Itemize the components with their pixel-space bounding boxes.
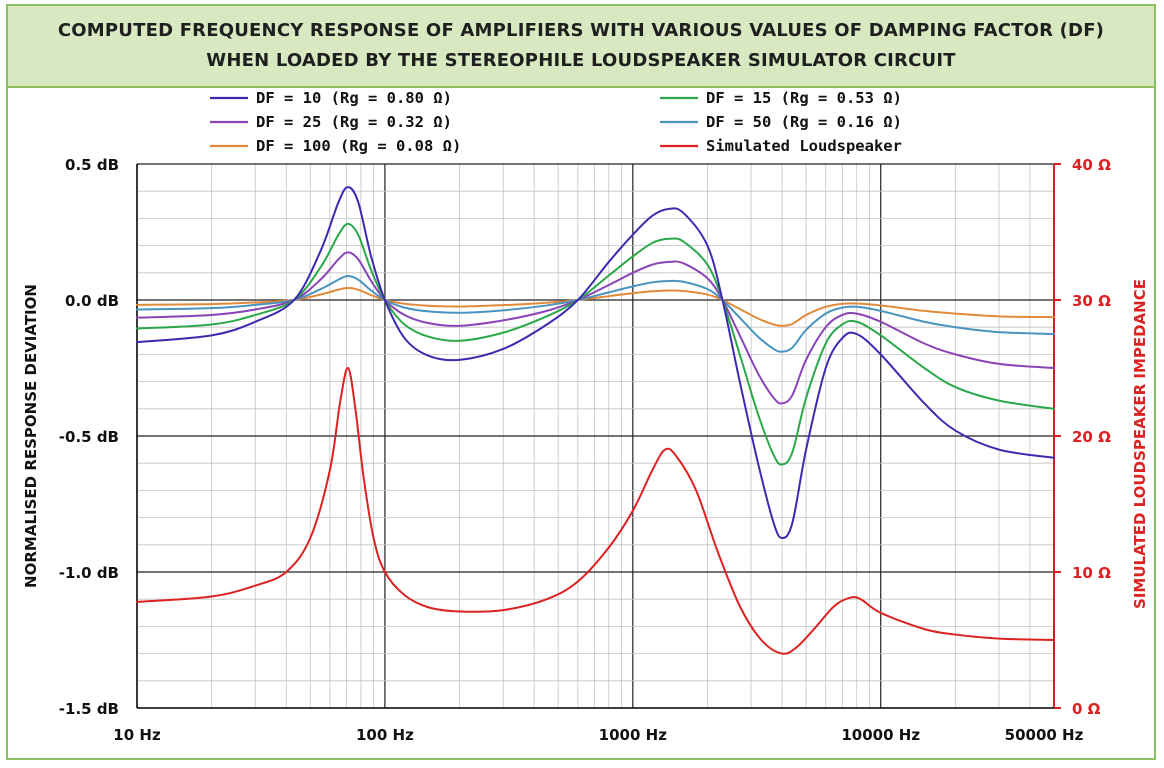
y2-tick-label: 30 Ω <box>1072 292 1111 310</box>
legend-label: DF = 50 (Rg = 0.16 Ω) <box>706 113 902 131</box>
y-axis-title: NORMALISED RESPONSE DEVIATION <box>22 284 40 588</box>
y-tick-label: 0.0 dB <box>65 292 119 310</box>
x-tick-label: 100 Hz <box>356 726 414 744</box>
chart-title-line-2: WHEN LOADED BY THE STEREOPHILE LOUDSPEAK… <box>206 50 956 71</box>
y-tick-label: -1.5 dB <box>59 700 119 718</box>
y-tick-label: 0.5 dB <box>65 156 119 174</box>
x-tick-label: 10000 Hz <box>841 726 920 744</box>
y-tick-label: -1.0 dB <box>59 564 119 582</box>
legend-label: DF = 100 (Rg = 0.08 Ω) <box>256 137 461 155</box>
y2-tick-label: 40 Ω <box>1072 156 1111 174</box>
series-line-6 <box>136 366 1055 655</box>
y-tick-label: -0.5 dB <box>59 428 119 446</box>
chart-title-line-1: COMPUTED FREQUENCY RESPONSE OF AMPLIFIER… <box>57 20 1105 41</box>
series-line-2 <box>136 222 1055 466</box>
series-line-5 <box>136 287 1055 327</box>
x-tick-label: 1000 Hz <box>599 726 668 744</box>
legend-label: DF = 15 (Rg = 0.53 Ω) <box>706 89 902 107</box>
x-tick-label: 50000 Hz <box>1005 726 1084 744</box>
legend-label: Simulated Loudspeaker <box>706 137 902 155</box>
y2-tick-label: 0 Ω <box>1072 700 1101 718</box>
series-line-1 <box>136 186 1055 539</box>
legend-label: DF = 10 (Rg = 0.80 Ω) <box>256 89 452 107</box>
legend-label: DF = 25 (Rg = 0.32 Ω) <box>256 113 452 131</box>
title-banner: COMPUTED FREQUENCY RESPONSE OF AMPLIFIER… <box>8 6 1154 88</box>
series-line-4 <box>136 275 1055 353</box>
x-tick-label: 10 Hz <box>113 726 161 744</box>
y2-tick-label: 20 Ω <box>1072 428 1111 446</box>
y2-tick-label: 10 Ω <box>1072 564 1111 582</box>
series-line-3 <box>136 251 1055 405</box>
y2-axis-title: SIMULATED LOUDSPEAKER IMPEDANCE <box>1131 279 1149 609</box>
